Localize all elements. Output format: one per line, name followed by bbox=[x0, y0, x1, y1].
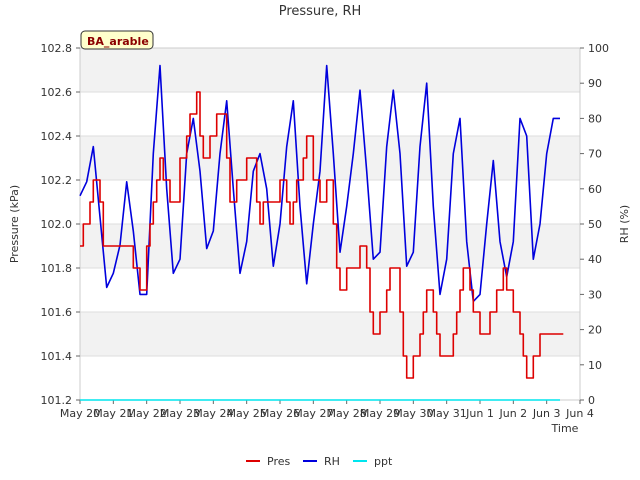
site-label-background bbox=[80, 30, 154, 50]
plot-band bbox=[80, 268, 580, 312]
legend-item-pres: Pres bbox=[246, 455, 290, 468]
site-label: BA_arable bbox=[87, 35, 149, 48]
y-left-tick-label: 101.4 bbox=[41, 350, 73, 363]
x-tick-label: May 21 bbox=[93, 407, 133, 420]
plot-band bbox=[80, 356, 580, 400]
x-tick-label: Jun 1 bbox=[465, 407, 494, 420]
x-tick-label: May 23 bbox=[160, 407, 200, 420]
y-left-tick-label: 102.0 bbox=[41, 218, 73, 231]
plot-band bbox=[80, 312, 580, 356]
y-right-tick-label: 70 bbox=[588, 148, 602, 161]
x-tick-label: Jun 2 bbox=[498, 407, 527, 420]
y-left-tick-label: 101.6 bbox=[41, 306, 73, 319]
y-left-axis-label: Pressure (kPa) bbox=[8, 185, 21, 263]
y-right-axis-label: RH (%) bbox=[618, 205, 631, 243]
x-tick-label: May 22 bbox=[127, 407, 167, 420]
series-line-pres bbox=[80, 91, 564, 379]
y-right-tick-label: 40 bbox=[588, 253, 602, 266]
y-left-tick-label: 102.2 bbox=[41, 174, 73, 187]
x-axis-label: Time bbox=[551, 422, 579, 435]
chart-title: Pressure, RH bbox=[279, 4, 362, 19]
y-left-tick-label: 102.8 bbox=[41, 42, 73, 55]
x-tick-label: May 31 bbox=[427, 407, 467, 420]
legend-label-ppt: ppt bbox=[374, 455, 393, 468]
legend-label-pres: Pres bbox=[267, 455, 290, 468]
x-tick-label: May 29 bbox=[360, 407, 400, 420]
y-left-axis-ticks: 101.2 101.4 101.6 101.8 102.0 102.2 102.4 102.6… bbox=[41, 42, 80, 407]
x-tick-label: May 28 bbox=[327, 407, 367, 420]
x-tick-label: May 24 bbox=[193, 407, 233, 420]
plot-background-bands bbox=[80, 48, 580, 400]
legend-item-ppt: ppt bbox=[353, 455, 393, 468]
y-left-tick-label: 102.6 bbox=[41, 86, 73, 99]
legend: Pres RH ppt bbox=[246, 455, 393, 468]
y-left-tick-label: 101.2 bbox=[41, 394, 73, 407]
x-tick-label: May 20 bbox=[60, 407, 100, 420]
x-tick-label: May 26 bbox=[260, 407, 300, 420]
legend-item-rh: RH bbox=[303, 455, 340, 468]
y-right-tick-label: 0 bbox=[588, 394, 595, 407]
legend-label-rh: RH bbox=[324, 455, 340, 468]
y-left-tick-label: 101.8 bbox=[41, 262, 73, 275]
y-right-tick-label: 30 bbox=[588, 288, 602, 301]
plot-band bbox=[80, 136, 580, 180]
x-tick-label: May 30 bbox=[393, 407, 433, 420]
y-right-tick-label: 100 bbox=[588, 42, 609, 55]
y-right-tick-label: 90 bbox=[588, 77, 602, 90]
y-right-axis-ticks: 0 10 20 30 40 50 60 70 80 90 100 bbox=[580, 42, 609, 407]
y-right-tick-label: 20 bbox=[588, 324, 602, 337]
x-tick-label: May 27 bbox=[293, 407, 333, 420]
y-right-tick-label: 80 bbox=[588, 112, 602, 125]
y-left-tick-label: 102.4 bbox=[41, 130, 73, 143]
y-right-tick-label: 10 bbox=[588, 359, 602, 372]
plot-band bbox=[80, 48, 580, 92]
series-line-rh bbox=[79, 64, 560, 303]
plot-band bbox=[80, 224, 580, 268]
x-tick-label: May 25 bbox=[227, 407, 267, 420]
y-right-tick-label: 50 bbox=[588, 218, 602, 231]
x-tick-label: Jun 4 bbox=[565, 407, 594, 420]
x-tick-label: Jun 3 bbox=[532, 407, 561, 420]
site-label-box: BA_arable bbox=[80, 30, 154, 50]
y-right-tick-label: 60 bbox=[588, 183, 602, 196]
series-lines bbox=[79, 64, 564, 401]
